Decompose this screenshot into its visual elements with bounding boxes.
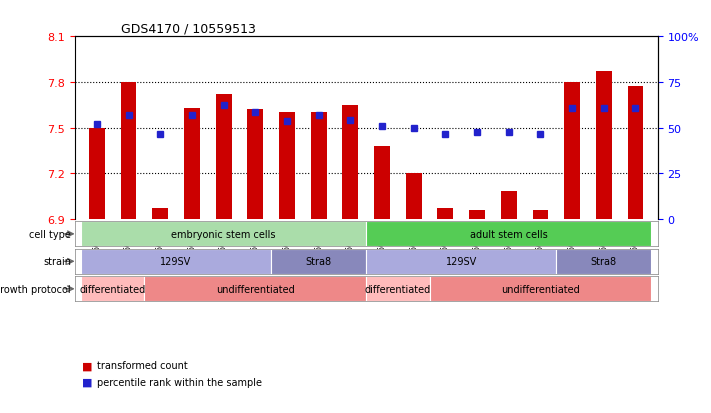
Bar: [184, 109, 200, 219]
Text: differentiated: differentiated: [365, 284, 431, 294]
Bar: [152, 209, 168, 219]
Bar: [121, 83, 137, 219]
Bar: [596, 72, 611, 219]
Bar: [144, 277, 366, 301]
Text: cell type: cell type: [29, 229, 71, 239]
Bar: [366, 277, 429, 301]
Text: transformed count: transformed count: [97, 361, 188, 370]
Text: 129SV: 129SV: [161, 257, 192, 267]
Text: undifferentiated: undifferentiated: [216, 284, 294, 294]
Text: 129SV: 129SV: [446, 257, 477, 267]
Text: strain: strain: [43, 257, 71, 267]
Bar: [81, 222, 366, 247]
Text: differentiated: differentiated: [80, 284, 146, 294]
Text: Stra8: Stra8: [306, 257, 332, 267]
Bar: [247, 110, 263, 219]
Bar: [565, 83, 580, 219]
Bar: [343, 105, 358, 219]
Text: embryonic stem cells: embryonic stem cells: [171, 229, 276, 239]
Bar: [81, 249, 271, 274]
Text: adult stem cells: adult stem cells: [470, 229, 547, 239]
Bar: [366, 249, 556, 274]
Bar: [89, 128, 105, 219]
Bar: [311, 113, 326, 219]
Text: ■: ■: [82, 377, 92, 387]
Bar: [533, 210, 548, 219]
Text: growth protocol: growth protocol: [0, 284, 71, 294]
Text: GDS4170 / 10559513: GDS4170 / 10559513: [121, 23, 256, 36]
Bar: [429, 277, 651, 301]
Text: Stra8: Stra8: [591, 257, 617, 267]
Bar: [437, 209, 454, 219]
Bar: [366, 222, 651, 247]
Bar: [469, 210, 485, 219]
Bar: [271, 249, 366, 274]
Bar: [556, 249, 651, 274]
Bar: [81, 277, 144, 301]
Text: ■: ■: [82, 361, 92, 370]
Text: undifferentiated: undifferentiated: [501, 284, 579, 294]
Bar: [628, 87, 643, 219]
Text: percentile rank within the sample: percentile rank within the sample: [97, 377, 262, 387]
Bar: [374, 147, 390, 219]
Bar: [406, 174, 422, 219]
Bar: [501, 192, 517, 219]
Bar: [279, 113, 295, 219]
Bar: [215, 95, 232, 219]
